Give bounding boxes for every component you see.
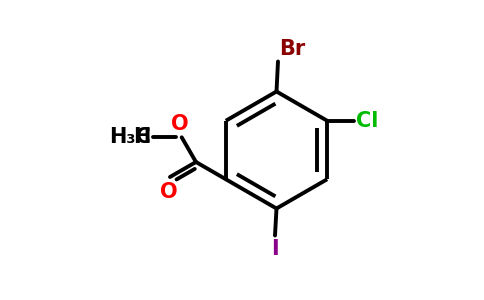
Text: Br: Br — [279, 39, 306, 59]
Text: Cl: Cl — [356, 111, 378, 131]
Text: I: I — [271, 239, 279, 259]
Text: H: H — [133, 127, 150, 147]
Text: H₃C: H₃C — [109, 127, 151, 147]
Text: O: O — [161, 182, 178, 203]
Text: O: O — [171, 114, 189, 134]
